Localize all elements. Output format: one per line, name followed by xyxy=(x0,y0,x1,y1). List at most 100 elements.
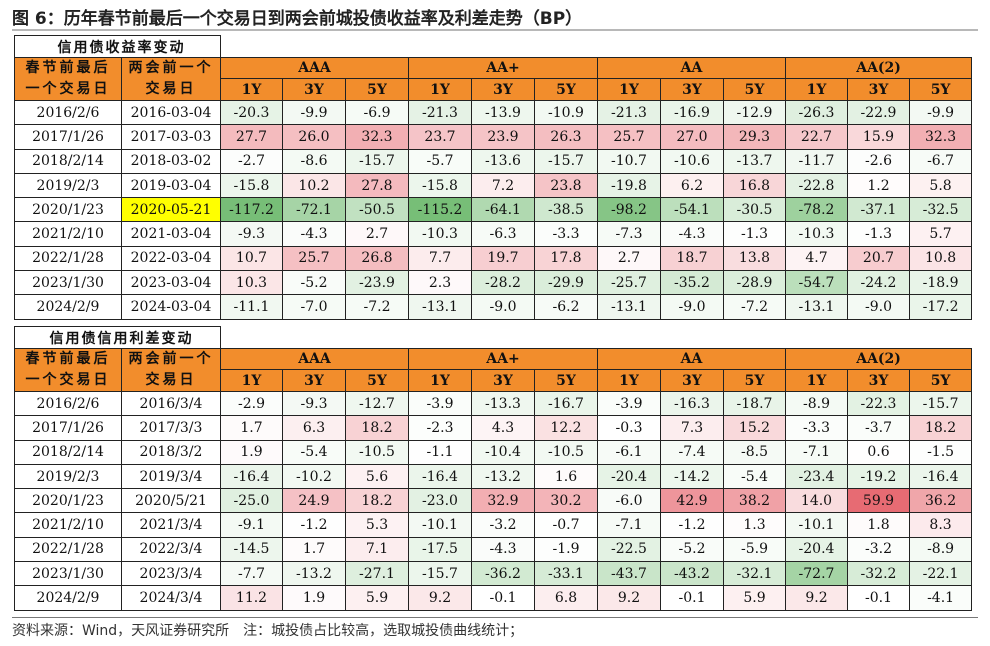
table-row: 2019/2/3 2019-03-04 -15.8 10.2 27.8 -15.8 7.2 2… xyxy=(14,172,973,199)
value-cell: -19.8 xyxy=(597,172,661,199)
pre-session-date: 2024-03-04 xyxy=(121,294,221,320)
value-cell: -22.1 xyxy=(908,561,973,587)
value-cell: -10.4 xyxy=(471,439,535,465)
value-cell: 20.7 xyxy=(847,245,910,272)
value-cell: -2.6 xyxy=(847,148,910,174)
value-cell: 9.2 xyxy=(408,585,472,611)
tenor-header: 5Y xyxy=(534,78,598,101)
pre-holiday-date: 2024/2/9 xyxy=(14,294,122,320)
value-cell: -3.9 xyxy=(597,390,661,417)
value-cell: 2.7 xyxy=(345,221,409,247)
value-cell: -0.7 xyxy=(534,512,598,538)
value-cell: 1.3 xyxy=(723,512,786,538)
value-cell: -25.7 xyxy=(597,270,661,296)
value-cell: -8.5 xyxy=(723,439,786,465)
value-cell: -32.1 xyxy=(723,561,786,587)
pre-holiday-date: 2016/2/6 xyxy=(14,390,122,417)
value-cell: -22.8 xyxy=(785,172,848,199)
value-cell: -3.3 xyxy=(785,415,848,441)
pre-holiday-date: 2019/2/3 xyxy=(14,463,122,490)
pre-holiday-date: 2020/1/23 xyxy=(14,197,122,223)
value-cell: -5.2 xyxy=(282,270,346,296)
value-cell: -1.2 xyxy=(282,512,346,538)
value-cell: 1.6 xyxy=(534,463,598,490)
value-cell: -22.9 xyxy=(847,99,910,126)
value-cell: 30.2 xyxy=(534,488,598,514)
value-cell: 12.2 xyxy=(534,415,598,441)
table-row: 2022/1/28 2022/3/4 -14.5 1.7 7.1 -17.5 -4.3 -1.… xyxy=(14,536,973,563)
header-line: 两会前一个 xyxy=(128,351,214,367)
table-row: 2021/2/10 2021-03-04 -9.3 -4.3 2.7 -10.3 -6.3-… xyxy=(14,221,973,247)
value-cell: 4.3 xyxy=(471,415,535,441)
pre-session-date: 2022/3/4 xyxy=(121,536,221,563)
table-row: 2019/2/3 2019/3/4 -16.4 -10.2 5.6 -16.4 -13.2 1… xyxy=(14,463,973,490)
value-cell: -37.1 xyxy=(847,197,910,223)
value-cell: 1.2 xyxy=(847,172,910,199)
value-cell: 18.2 xyxy=(908,415,973,441)
value-cell: -14.5 xyxy=(220,536,283,563)
value-cell: -25.0 xyxy=(220,488,283,514)
value-cell: 7.1 xyxy=(345,536,409,563)
value-cell: 15.9 xyxy=(847,124,910,150)
value-cell: 27.7 xyxy=(220,124,283,150)
pre-holiday-date: 2017/1/26 xyxy=(14,124,122,150)
value-cell: -7.2 xyxy=(723,294,786,320)
value-cell: -6.2 xyxy=(534,294,598,320)
value-cell: 25.7 xyxy=(597,124,661,150)
value-cell: 15.2 xyxy=(723,415,786,441)
value-cell: 5.9 xyxy=(345,585,409,611)
value-cell: -10.1 xyxy=(408,512,472,538)
value-cell: 32.3 xyxy=(908,124,973,150)
value-cell: 5.9 xyxy=(723,585,786,611)
rating-group-header: AA(2) xyxy=(784,348,973,370)
value-cell: -2.9 xyxy=(220,390,283,417)
value-cell: 0.6 xyxy=(847,439,910,465)
value-cell: -8.6 xyxy=(282,148,346,174)
value-cell: -22.5 xyxy=(597,536,661,563)
value-cell: -72.1 xyxy=(282,197,346,223)
tenor-header: 5Y xyxy=(723,369,786,392)
value-cell: -13.3 xyxy=(471,390,535,417)
value-cell: -16.4 xyxy=(220,463,283,490)
value-cell: -9.3 xyxy=(282,390,346,417)
pre-holiday-date: 2021/2/10 xyxy=(14,221,122,247)
value-cell: -6.9 xyxy=(345,99,409,126)
pre-holiday-date: 2021/2/10 xyxy=(14,512,122,538)
pre-session-date: 2017-03-03 xyxy=(121,124,221,150)
value-cell: -6.1 xyxy=(597,439,661,465)
value-cell: -50.5 xyxy=(345,197,409,223)
pre-holiday-date: 2024/2/9 xyxy=(14,585,122,611)
value-cell: -5.4 xyxy=(282,439,346,465)
tenor-header: 1Y xyxy=(597,369,661,392)
pre-holiday-date: 2018/2/14 xyxy=(14,439,122,465)
value-cell: -1.2 xyxy=(660,512,724,538)
value-cell: -1.9 xyxy=(534,536,598,563)
value-cell: -6.3 xyxy=(471,221,535,247)
value-cell: -7.4 xyxy=(660,439,724,465)
value-cell: -2.7 xyxy=(220,148,283,174)
value-cell: -15.7 xyxy=(345,148,409,174)
value-cell: 25.7 xyxy=(282,245,346,272)
tenor-header: 3Y xyxy=(660,369,724,392)
table-row: 2020/1/23 2020/5/21 -25.0 24.9 18.2 -23.0 32.9… xyxy=(14,488,973,514)
value-cell: -72.7 xyxy=(785,561,848,587)
value-cell: -7.1 xyxy=(597,512,661,538)
value-cell: 16.8 xyxy=(723,172,786,199)
rating-group-header: AA+ xyxy=(408,348,598,370)
pre-holiday-date: 2018/2/14 xyxy=(14,148,122,174)
value-cell: -98.2 xyxy=(597,197,661,223)
header-pre-session-date: 两会前一个 交易日 xyxy=(121,57,221,101)
value-cell: -15.7 xyxy=(408,561,472,587)
value-cell: 11.2 xyxy=(220,585,283,611)
table-row: 2021/2/10 2021/3/4 -9.1 -1.2 5.3 -10.1 -3.2 -0.… xyxy=(14,512,973,538)
value-cell: -16.9 xyxy=(660,99,724,126)
tenor-header: 3Y xyxy=(471,369,535,392)
value-cell: -21.3 xyxy=(408,99,472,126)
pre-session-date: 2020/5/21 xyxy=(121,488,221,514)
value-cell: -26.3 xyxy=(785,99,848,126)
pre-holiday-date: 2017/1/26 xyxy=(14,415,122,441)
value-cell: -1.3 xyxy=(723,221,786,247)
pre-session-date: 2024/3/4 xyxy=(121,585,221,611)
header-pre-session-date: 两会前一个 交易日 xyxy=(121,348,221,392)
tenor-header: 5Y xyxy=(723,78,786,101)
